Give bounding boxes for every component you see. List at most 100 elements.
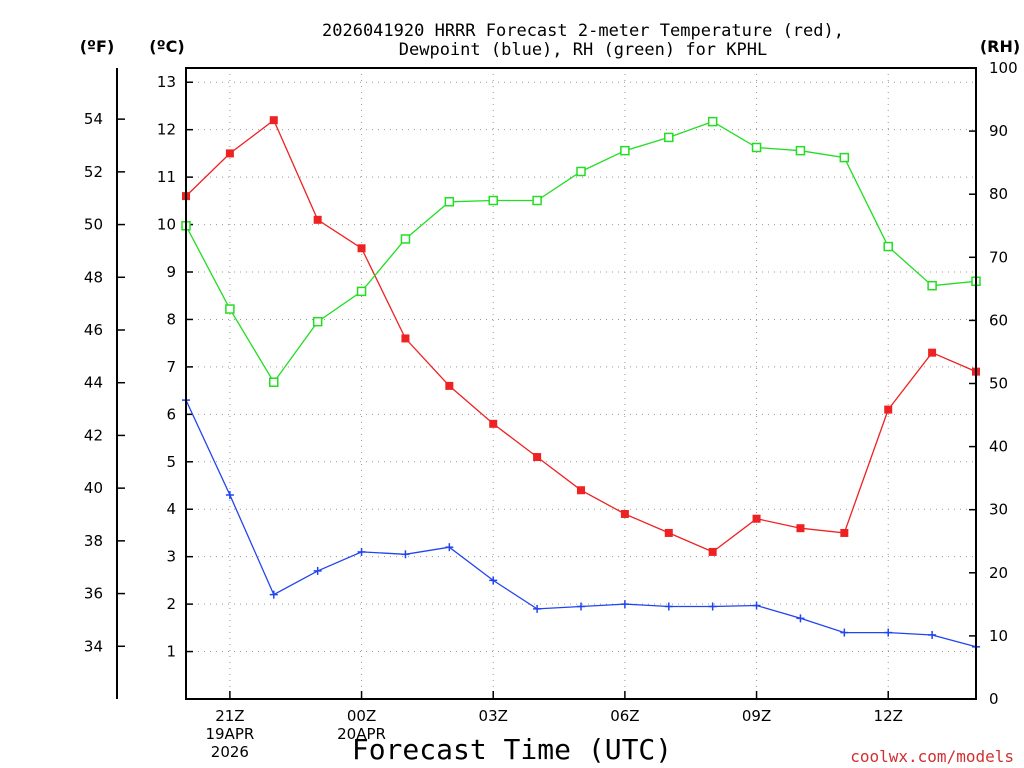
- temperature-point: [313, 215, 322, 224]
- watermark: coolwx.com/models: [850, 747, 1014, 766]
- dewpoint-point: [928, 630, 937, 639]
- rh-point: [664, 132, 674, 143]
- dewpoint-point: [533, 604, 542, 613]
- x-tick-date: 19APR: [205, 725, 254, 743]
- dewpoint-point: [840, 628, 849, 637]
- fahrenheit-tick-label: 34: [84, 637, 103, 655]
- fahrenheit-tick-label: 42: [84, 426, 103, 444]
- temperature-point: [796, 524, 805, 533]
- rh-point: [707, 116, 718, 127]
- chart-title-line1: 2026041920 HRRR Forecast 2-meter Tempera…: [322, 21, 844, 41]
- x-tick-label: 21Z: [215, 707, 244, 725]
- plot-frame: [185, 67, 977, 700]
- fahrenheit-tick-label: 52: [84, 163, 103, 181]
- celsius-tick-label: 7: [166, 358, 176, 376]
- celsius-tick-label: 12: [157, 121, 176, 139]
- rh-tick-label: 0: [989, 690, 999, 708]
- rh-tick-label: 60: [989, 311, 1008, 329]
- x-tick-date: 20APR: [337, 725, 386, 743]
- fahrenheit-tick-label: 54: [84, 110, 103, 128]
- rh-tick-label: 10: [989, 627, 1008, 645]
- fahrenheit-tick-label: 46: [84, 321, 103, 339]
- rh-tick-label: 100: [989, 59, 1018, 77]
- temperature-point: [401, 334, 410, 343]
- fahrenheit-tick-label: 44: [84, 374, 103, 392]
- dewpoint-point: [884, 628, 893, 637]
- temperature-point: [664, 528, 673, 537]
- dewpoint-point: [664, 602, 673, 611]
- rh-point: [356, 286, 367, 297]
- rh-point: [225, 304, 235, 314]
- fahrenheit-tick-label: 38: [84, 532, 103, 550]
- rh-tick-label: 70: [989, 248, 1008, 266]
- dewpoint-point: [357, 547, 366, 556]
- dewpoint-point: [620, 600, 629, 609]
- celsius-tick-label: 11: [157, 168, 176, 186]
- temperature-point: [620, 509, 629, 518]
- celsius-tick-label: 1: [166, 643, 176, 661]
- fahrenheit-unit-label: (ºF): [80, 37, 115, 56]
- rh-point: [312, 316, 323, 327]
- fahrenheit-tick-label: 50: [84, 216, 103, 234]
- celsius-tick-label: 6: [166, 405, 176, 423]
- rh-point: [269, 377, 279, 387]
- dewpoint-point: [445, 543, 454, 552]
- fahrenheit-tick-label: 36: [84, 585, 103, 603]
- x-tick-label: 09Z: [742, 707, 771, 725]
- temperature-point: [489, 419, 498, 428]
- rh-point: [532, 195, 542, 206]
- series-layer: [181, 116, 981, 651]
- celsius-tick-label: 3: [166, 548, 176, 566]
- axis-layer: 1234567891011121321Z19APR202600Z20APR03Z…: [84, 59, 1018, 761]
- chart-title-line2: Dewpoint (blue), RH (green) for KPHL: [399, 40, 767, 60]
- celsius-unit-label: (ºC): [149, 37, 184, 56]
- rh-tick-label: 50: [989, 375, 1008, 393]
- celsius-tick-label: 13: [157, 73, 176, 91]
- rh-tick-label: 90: [989, 122, 1008, 140]
- x-tick-label: 12Z: [874, 707, 903, 725]
- temperature-point: [577, 486, 585, 495]
- rh-point: [839, 152, 850, 163]
- dewpoint-point: [577, 602, 585, 611]
- dewpoint-point: [269, 590, 278, 599]
- celsius-tick-label: 4: [166, 500, 176, 518]
- temperature-point: [708, 547, 717, 556]
- rh-tick-label: 20: [989, 564, 1008, 582]
- celsius-tick-label: 2: [166, 595, 176, 613]
- temperature-point: [928, 348, 937, 357]
- x-tick-year: 2026: [211, 743, 249, 761]
- fahrenheit-tick-label: 40: [84, 479, 103, 497]
- x-axis-label: Forecast Time (UTC): [352, 733, 672, 766]
- dewpoint-point: [313, 566, 322, 575]
- rh-point: [927, 280, 937, 291]
- rh-point: [751, 142, 762, 153]
- x-tick-label: 00Z: [347, 707, 376, 725]
- rh-point: [444, 197, 455, 207]
- rh-point: [576, 166, 586, 177]
- celsius-tick-label: 9: [166, 263, 176, 281]
- rh-point: [400, 234, 411, 244]
- temperature-point: [225, 149, 234, 158]
- celsius-tick-label: 5: [166, 453, 176, 471]
- dewpoint-point: [752, 601, 761, 610]
- rh-line: [185, 120, 977, 384]
- dewpoint-point: [401, 550, 410, 559]
- celsius-tick-label: 8: [166, 310, 176, 328]
- rh-point: [883, 241, 893, 252]
- temperature-point: [533, 453, 542, 462]
- temperature-point: [445, 381, 454, 390]
- temperature-point: [884, 405, 893, 414]
- temperature-point: [269, 116, 278, 125]
- fahrenheit-tick-label: 48: [84, 268, 103, 286]
- temperature-point: [840, 528, 849, 537]
- x-tick-label: 03Z: [479, 707, 508, 725]
- dewpoint-point: [708, 602, 717, 611]
- rh-point: [795, 145, 806, 156]
- dewpoint-point: [225, 490, 234, 499]
- temperature-point: [752, 514, 761, 523]
- dewpoint-point: [489, 576, 498, 585]
- rh-unit-label: (RH): [980, 37, 1020, 56]
- dewpoint-point: [796, 614, 805, 623]
- rh-point: [620, 145, 630, 156]
